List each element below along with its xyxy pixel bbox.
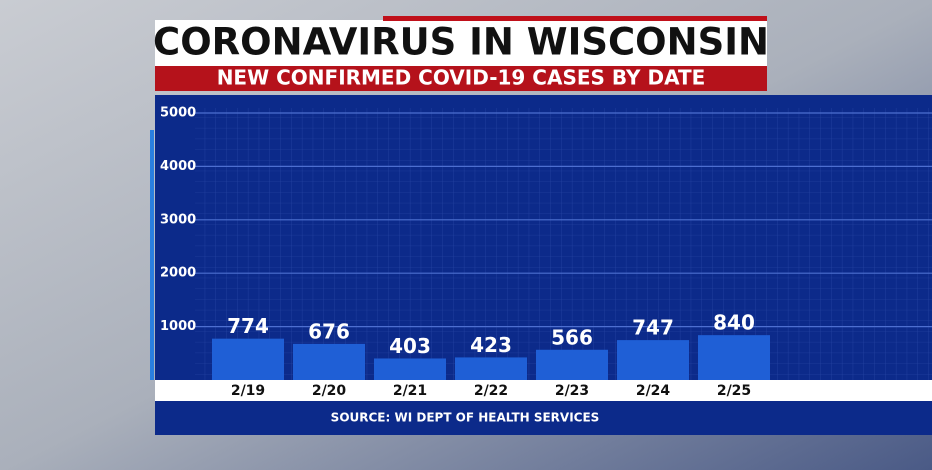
y-tick-label: 2000 xyxy=(160,266,196,281)
x-axis-strip xyxy=(155,380,932,401)
title-box xyxy=(155,20,767,66)
subtitle-box xyxy=(155,66,767,91)
x-tick-label: 2/20 xyxy=(312,383,347,399)
x-tick-label: 2/21 xyxy=(393,383,427,399)
y-tick-label: 3000 xyxy=(160,212,196,227)
bar xyxy=(374,358,446,380)
value-label: 676 xyxy=(308,319,350,343)
accent-line xyxy=(150,130,154,380)
value-label: 423 xyxy=(470,333,512,357)
title-accent xyxy=(383,16,767,21)
x-tick-label: 2/23 xyxy=(555,383,589,399)
x-tick-label: 2/19 xyxy=(231,383,265,399)
bar xyxy=(698,335,770,380)
value-label: 774 xyxy=(227,314,269,338)
chart-title: CORONAVIRUS IN WISCONSIN xyxy=(153,21,769,64)
fine-grid xyxy=(195,108,932,380)
x-tick-label: 2/25 xyxy=(717,383,751,399)
bar xyxy=(455,357,527,380)
bar xyxy=(293,343,365,380)
source-note: SOURCE: WI DEPT OF HEALTH SERVICES xyxy=(331,411,600,425)
y-tick-label: 4000 xyxy=(160,159,196,174)
value-label: 747 xyxy=(632,316,674,340)
y-tick-label: 5000 xyxy=(160,106,196,121)
bar xyxy=(617,340,689,380)
value-label: 566 xyxy=(551,325,593,349)
bar xyxy=(536,349,608,380)
y-tick-label: 1000 xyxy=(160,319,196,334)
bar xyxy=(212,338,284,380)
x-tick-label: 2/22 xyxy=(474,383,508,399)
value-label: 840 xyxy=(713,311,755,335)
value-label: 403 xyxy=(389,334,431,358)
x-tick-label: 2/24 xyxy=(636,383,671,399)
chart-subtitle: NEW CONFIRMED COVID-19 CASES BY DATE xyxy=(217,66,706,90)
